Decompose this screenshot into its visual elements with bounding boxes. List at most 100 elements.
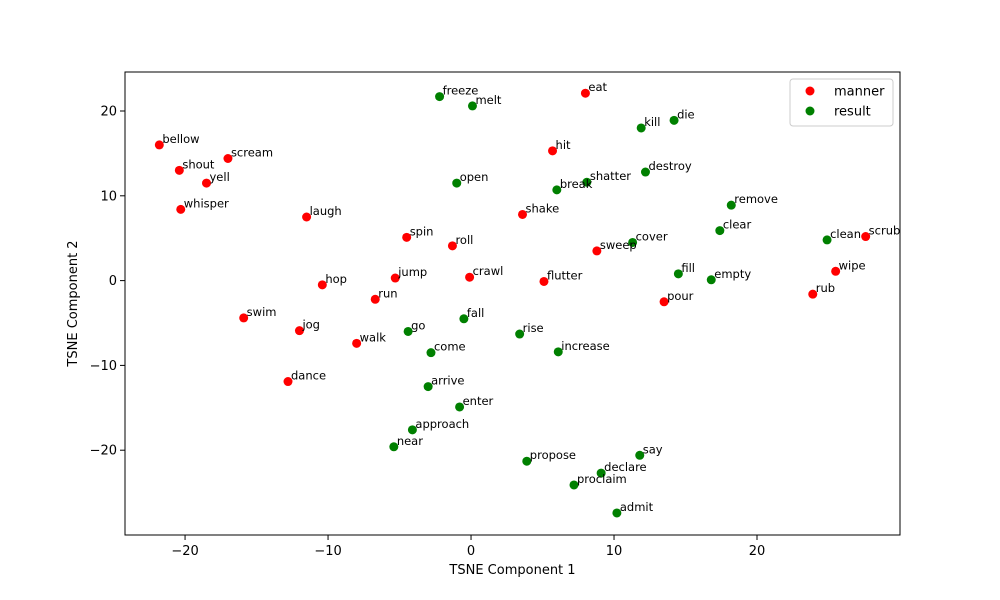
point-manner-sweep (592, 246, 602, 256)
point-label-spin: spin (410, 224, 434, 238)
point-manner-swim (239, 313, 249, 323)
point-label-propose: propose (530, 448, 576, 462)
point-result-clear (715, 226, 725, 236)
point-result-increase (553, 347, 563, 357)
y-tick-label: 20 (100, 105, 117, 120)
point-label-proclaim: proclaim (577, 472, 627, 486)
point-result-arrive (423, 382, 433, 392)
point-result-clean (822, 235, 832, 245)
point-label-approach: approach (415, 417, 469, 431)
point-label-break: break (560, 177, 593, 191)
point-result-come (426, 348, 436, 358)
point-manner-bellow (154, 140, 164, 150)
legend-marker-result (805, 106, 815, 116)
point-result-die (669, 115, 679, 125)
point-manner-scrub (861, 232, 871, 242)
point-manner-pour (659, 297, 669, 307)
point-result-fall (459, 314, 469, 324)
point-label-rise: rise (523, 321, 544, 335)
point-label-jump: jump (397, 265, 427, 279)
point-result-declare (596, 468, 606, 478)
point-label-bellow: bellow (162, 132, 199, 146)
point-label-scream: scream (231, 145, 273, 159)
point-label-flutter: flutter (547, 268, 583, 282)
point-manner-hop (317, 280, 327, 290)
point-label-run: run (378, 286, 397, 300)
point-label-freeze: freeze (443, 84, 479, 98)
point-result-say (635, 450, 645, 460)
point-manner-whisper (176, 204, 186, 214)
y-axis-ticks: −20 −10 0 10 20 (90, 105, 125, 459)
point-label-shout: shout (182, 157, 215, 171)
point-label-roll: roll (455, 233, 473, 247)
point-manner-rub (808, 289, 818, 299)
x-axis-title: TSNE Component 1 (448, 563, 575, 578)
point-label-clear: clear (723, 218, 752, 232)
point-result-near (389, 442, 399, 452)
point-manner-shake (518, 209, 528, 219)
x-tick-label: 20 (749, 544, 766, 559)
point-label-scrub: scrub (869, 224, 901, 238)
legend-frame (789, 78, 894, 127)
point-label-near: near (397, 434, 423, 448)
point-result-melt (467, 101, 477, 111)
y-tick-label: −10 (90, 359, 117, 374)
legend-marker-manner (805, 86, 815, 96)
x-tick-label: 10 (606, 544, 623, 559)
point-label-fill: fill (681, 261, 695, 275)
legend-label-result: result (834, 105, 871, 120)
point-manner-scream (223, 153, 233, 163)
point-manner-yell (202, 178, 212, 188)
point-result-freeze (435, 92, 445, 102)
point-label-open: open (460, 170, 489, 184)
point-label-swim: swim (247, 305, 277, 319)
point-result-fill (673, 269, 683, 279)
point-label-cover: cover (636, 229, 668, 243)
point-result-remove (726, 200, 736, 210)
point-manner-flutter (539, 276, 549, 286)
point-label-kill: kill (644, 115, 660, 129)
point-label-shatter: shatter (590, 169, 631, 183)
point-label-declare: declare (604, 460, 647, 474)
point-label-destroy: destroy (648, 159, 691, 173)
point-result-open (452, 178, 462, 188)
point-label-crawl: crawl (473, 264, 504, 278)
point-label-remove: remove (734, 192, 778, 206)
point-label-fall: fall (467, 306, 485, 320)
point-label-go: go (411, 318, 425, 332)
x-tick-label: 0 (467, 544, 475, 559)
point-manner-spin (402, 232, 412, 242)
point-result-propose (522, 456, 532, 466)
point-manner-run (370, 294, 380, 304)
point-manner-crawl (465, 272, 475, 282)
point-result-enter (455, 402, 465, 412)
point-label-arrive: arrive (431, 374, 464, 388)
plot-area-frame (124, 71, 901, 536)
point-label-admit: admit (620, 500, 654, 514)
y-tick-label: −20 (90, 444, 117, 459)
point-manner-hit (548, 146, 558, 156)
point-result-shatter (582, 177, 592, 187)
point-label-die: die (677, 107, 695, 121)
point-label-wipe: wipe (839, 258, 866, 272)
x-tick-label: −10 (314, 544, 341, 559)
point-manner-jog (294, 326, 304, 336)
point-manner-roll (447, 241, 457, 251)
point-label-say: say (643, 442, 663, 456)
y-axis-title: TSNE Component 2 (66, 240, 81, 367)
legend-label-manner: manner (834, 85, 885, 100)
point-result-empty (706, 275, 716, 285)
point-manner-jump (390, 273, 400, 283)
x-axis-ticks: −20 −10 0 10 20 (171, 535, 765, 559)
point-label-jog: jog (301, 318, 320, 332)
point-label-sweep: sweep (600, 238, 637, 252)
point-result-destroy (640, 167, 650, 177)
point-manner-walk (352, 338, 362, 348)
point-label-rub: rub (816, 281, 835, 295)
point-manner-wipe (831, 266, 841, 276)
point-manner-laugh (302, 212, 312, 222)
point-label-increase: increase (561, 339, 609, 353)
point-label-hit: hit (556, 138, 571, 152)
